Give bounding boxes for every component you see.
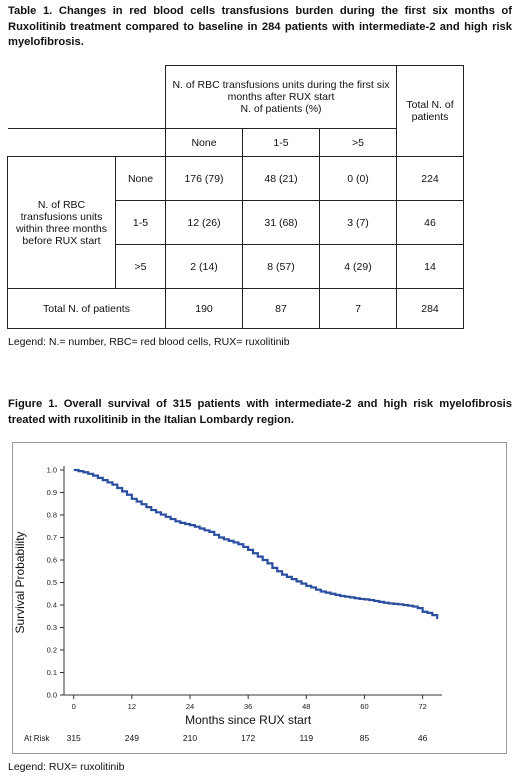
figure-frame <box>12 442 507 754</box>
at-risk-count: 210 <box>183 733 197 743</box>
table-cell: 31 (68) <box>242 200 320 245</box>
table-cell: 4 (29) <box>319 244 397 289</box>
row-group-header: N. of RBC transfusions units within thre… <box>7 156 116 289</box>
transfusion-table: N. of RBC transfusions units during the … <box>7 65 464 329</box>
figure-caption: Figure 1. Overall survival of 315 patien… <box>8 398 512 426</box>
x-tick-label: 72 <box>418 702 426 711</box>
y-tick-label: 0.8 <box>47 511 57 520</box>
col-group-header: N. of RBC transfusions units during the … <box>165 65 397 129</box>
table-cell: 12 (26) <box>165 200 243 245</box>
table-cell: 48 (21) <box>242 156 320 201</box>
at-risk-count: 85 <box>360 733 370 743</box>
x-tick-label: 60 <box>360 702 368 711</box>
row-total: 46 <box>396 200 464 245</box>
y-tick-label: 0.7 <box>47 533 57 542</box>
x-tick-label: 12 <box>128 702 136 711</box>
y-tick-label: 0.2 <box>47 646 57 655</box>
table-cell: 0 (0) <box>319 156 397 201</box>
survival-curve <box>73 468 439 620</box>
row-total: 14 <box>396 244 464 289</box>
at-risk-count: 119 <box>300 733 314 743</box>
y-tick-label: 0.9 <box>47 488 57 497</box>
table-corner-blank-2 <box>7 128 166 157</box>
at-risk-count: 46 <box>418 733 428 743</box>
at-risk-count: 249 <box>125 733 139 743</box>
y-tick-label: 0.4 <box>47 601 57 610</box>
table-cell: 3 (7) <box>319 200 397 245</box>
row-label: >5 <box>115 244 166 289</box>
table-cell: 190 <box>165 288 243 329</box>
row-total: 224 <box>396 156 464 201</box>
table-row: >5 2 (14) 8 (57) 4 (29) 14 <box>8 244 464 289</box>
x-tick-label: 36 <box>244 702 252 711</box>
figure-legend: Legend: RUX= ruxolitinib <box>8 761 125 773</box>
total-row-label: Total N. of patients <box>7 288 166 329</box>
x-tick-label: 0 <box>72 702 76 711</box>
survival-chart: 0.0 0.1 0.2 0.3 0.4 0.5 0.6 0.7 0.8 0.9 1.0 0 12 24 36… <box>13 466 442 743</box>
y-axis-label: Survival Probability <box>13 531 27 633</box>
table-total-row: Total N. of patients 190 87 7 284 <box>7 288 464 329</box>
y-tick-label: 0.0 <box>47 691 57 700</box>
x-axis-label: Months since RUX start <box>185 713 312 727</box>
table-cell: 8 (57) <box>242 244 320 289</box>
table-cell: 2 (14) <box>165 244 243 289</box>
col-header-over-5: >5 <box>319 128 397 157</box>
y-tick-label: 0.6 <box>47 556 57 565</box>
table-row: N. of RBC transfusions units within thre… <box>7 156 464 289</box>
table-corner-blank <box>7 65 166 129</box>
table-row: 1-5 12 (26) 31 (68) 3 (7) 46 <box>8 200 464 245</box>
table-cell: 87 <box>242 288 320 329</box>
table-cell: 7 <box>319 288 397 329</box>
table-legend: Legend: N.= number, RBC= red blood cells… <box>8 336 290 348</box>
grand-total: 284 <box>396 288 464 329</box>
table-cell: 176 (79) <box>165 156 243 201</box>
col-group-header-text: N. of RBC transfusions units during the … <box>172 79 390 103</box>
col-header-1-5: 1-5 <box>242 128 320 157</box>
at-risk-label: At Risk <box>24 734 50 743</box>
y-tick-label: 0.3 <box>47 623 57 632</box>
total-header: Total N. of patients <box>396 65 464 157</box>
row-label: 1-5 <box>115 200 166 245</box>
at-risk-count: 172 <box>241 733 255 743</box>
y-tick-label: 1.0 <box>47 466 57 475</box>
x-tick-label: 24 <box>186 702 194 711</box>
x-tick-label: 48 <box>302 702 310 711</box>
y-tick-label: 0.5 <box>47 578 57 587</box>
row-label: None <box>115 156 166 201</box>
at-risk-count: 315 <box>67 733 81 743</box>
y-tick-label: 0.1 <box>47 668 57 677</box>
col-group-subheader-text: N. of patients (%) <box>240 103 322 115</box>
col-header-none: None <box>165 128 243 157</box>
table-caption: Table 1. Changes in red blood cells tran… <box>8 5 512 48</box>
